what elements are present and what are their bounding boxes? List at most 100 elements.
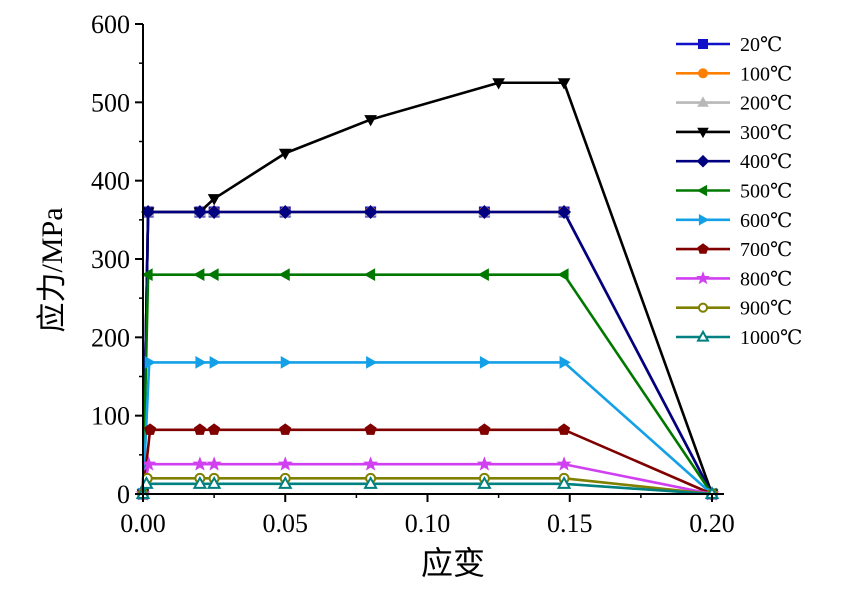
series-line-6: [141, 361, 713, 495]
legend-marker: [696, 184, 708, 197]
legend-marker: [697, 127, 709, 139]
legend-item: 20℃: [676, 34, 782, 56]
data-point: [192, 456, 208, 471]
data-point: [193, 423, 206, 435]
legend-item: 900℃: [676, 298, 792, 320]
legend-marker: [696, 329, 710, 342]
data-point: [278, 268, 290, 282]
data-point: [556, 476, 572, 489]
series-4: [136, 205, 719, 501]
legend-label: 200℃: [740, 93, 792, 115]
data-point: [559, 356, 571, 369]
legend-marker: [696, 154, 710, 168]
data-point: [557, 205, 572, 219]
legend-item: 1000℃: [676, 327, 802, 349]
legend-label: 400℃: [740, 151, 792, 173]
data-point: [277, 456, 293, 471]
legend-label: 900℃: [740, 298, 792, 320]
data-point: [477, 476, 492, 489]
series-line-3: [141, 81, 714, 495]
data-point: [207, 205, 222, 219]
data-point: [363, 268, 376, 282]
data-point: [208, 423, 221, 435]
x-tick-label: 0.00: [120, 509, 166, 538]
data-point: [477, 268, 489, 282]
data-point: [363, 205, 378, 219]
series-0: [137, 206, 718, 500]
y-tick-label: 300: [91, 245, 130, 274]
data-point: [366, 356, 378, 369]
data-point: [363, 476, 378, 489]
data-point: [193, 268, 205, 282]
legend-item: 700℃: [676, 239, 792, 261]
x-tick-label: 0.05: [263, 509, 309, 538]
series-10: [135, 476, 720, 499]
legend-label: 300℃: [740, 122, 792, 144]
legend-item: 300℃: [676, 122, 792, 144]
legend-label: 1000℃: [740, 327, 802, 349]
data-point: [206, 476, 222, 489]
data-point: [144, 356, 157, 369]
data-point: [209, 356, 221, 369]
legend-marker: [697, 96, 709, 107]
data-point: [141, 456, 157, 471]
x-axis-label: 应变: [421, 545, 485, 581]
legend-item: 100℃: [676, 63, 792, 85]
legend: 20℃ 100℃ 200℃ 300℃ 400℃ 500℃ 600℃ 700℃ 800℃ 900℃ 1…: [676, 34, 802, 349]
legend-marker: [697, 302, 709, 313]
series-2: [136, 205, 719, 499]
x-tick-label: 0.15: [547, 509, 593, 538]
data-point: [492, 78, 505, 90]
y-tick-label: 0: [117, 480, 130, 509]
data-point: [144, 423, 157, 435]
legend-item: 600℃: [676, 210, 792, 232]
legend-marker: [698, 68, 708, 79]
data-point: [192, 476, 208, 489]
data-point: [207, 268, 219, 282]
legend-label: 20℃: [740, 34, 782, 56]
series-line-9: [141, 477, 713, 496]
data-point: [477, 205, 492, 219]
legend-label: 100℃: [740, 63, 792, 85]
data-point: [278, 148, 292, 161]
data-point: [478, 423, 491, 435]
series-3: [136, 78, 719, 501]
data-point: [363, 456, 379, 471]
axes-layer: 0 100 200 300 400 500 600 0.00 0.05 0.10 0.15 0.20: [91, 10, 735, 538]
legend-marker: [698, 39, 708, 49]
legend-item: 200℃: [676, 93, 792, 115]
legend-marker: [697, 243, 709, 254]
y-tick-label: 100: [91, 402, 130, 431]
legend-marker: [696, 271, 710, 285]
data-point: [479, 356, 492, 369]
legend-item: 400℃: [676, 151, 792, 173]
data-point: [364, 115, 377, 127]
y-tick-label: 500: [91, 88, 130, 117]
data-point: [279, 423, 292, 435]
y-tick-label: 400: [91, 167, 130, 196]
data-point: [558, 423, 571, 435]
legend-label: 700℃: [740, 239, 792, 261]
y-tick-label: 200: [91, 323, 130, 352]
x-tick-label: 0.20: [689, 509, 735, 538]
data-point: [280, 356, 293, 369]
y-axis-label: 应力/MPa: [36, 207, 69, 332]
data-point: [207, 194, 221, 206]
data-point: [557, 268, 569, 282]
data-point: [206, 456, 222, 471]
legend-label: 800℃: [740, 268, 792, 290]
data-point: [192, 205, 207, 219]
data-point: [364, 423, 377, 435]
legend-item: 500℃: [676, 181, 792, 203]
series-1: [137, 206, 718, 500]
data-point: [278, 205, 293, 219]
data-point: [195, 356, 207, 369]
series-line-5: [141, 273, 714, 495]
data-point: [278, 476, 293, 489]
y-tick-label: 600: [91, 10, 130, 39]
legend-label: 500℃: [740, 181, 792, 203]
x-tick-label: 0.10: [405, 509, 451, 538]
data-point: [556, 456, 572, 471]
series-layer: [135, 78, 720, 501]
